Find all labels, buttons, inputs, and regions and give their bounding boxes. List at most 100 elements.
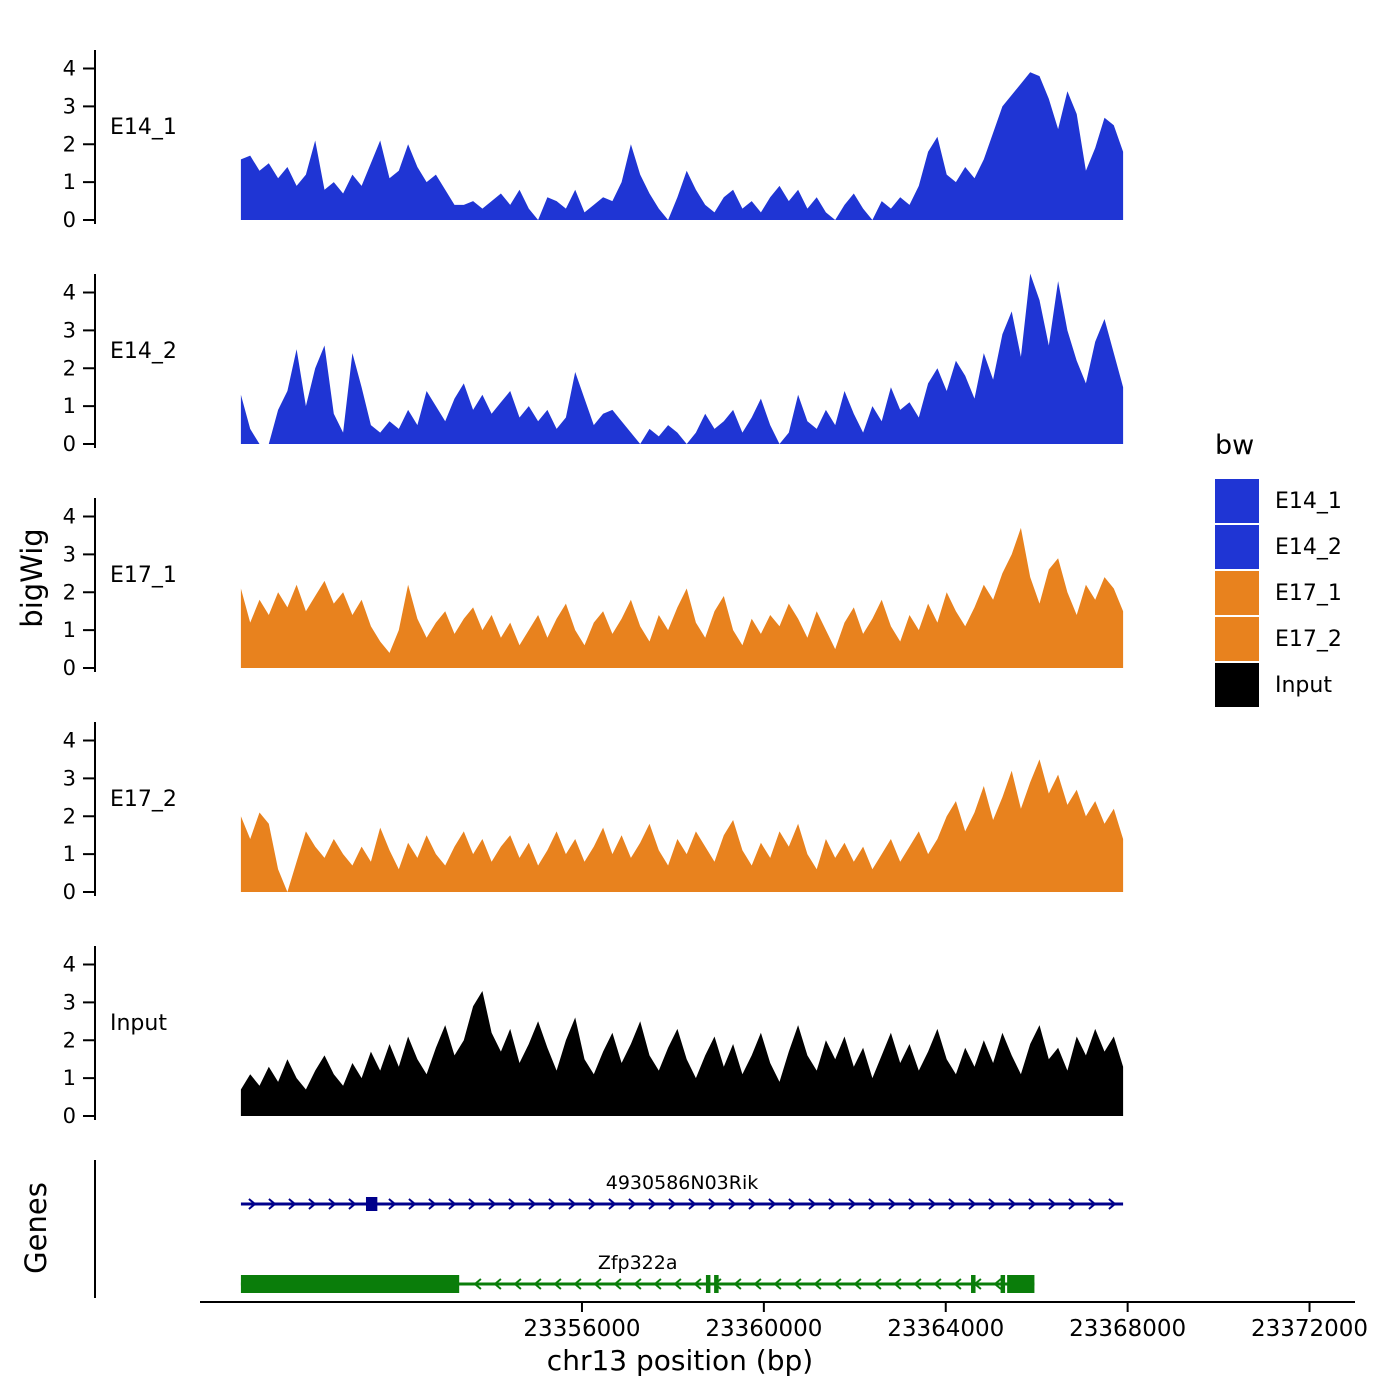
gene-strand-arrow [728, 1198, 737, 1210]
gene-strand-arrow [948, 1198, 957, 1210]
track-panel-Input: 0 1 2 3 4 Input [63, 946, 1124, 1124]
legend-item-label: E14_2 [1275, 534, 1342, 560]
y-axis-tick-label: 3 [63, 542, 76, 566]
gene-strand-arrow [468, 1198, 477, 1210]
legend-item-E17_1: E17_1 [1215, 571, 1342, 615]
gene-label-Zfp322a: Zfp322a [598, 1252, 678, 1274]
x-axis-tick-label: 23368000 [1069, 1316, 1186, 1342]
coverage-area-E14_2 [240, 273, 1124, 444]
x-axis-tick-label: 23356000 [523, 1316, 640, 1342]
track-label: E17_1 [110, 563, 177, 588]
gene-strand-arrow [993, 1278, 1002, 1290]
track-panel-E17_2: 0 1 2 3 4 E17_2 [63, 722, 1124, 900]
y-axis-tick-label: 0 [63, 1104, 76, 1124]
gene-strand-arrow [288, 1198, 297, 1210]
y-axis-tick-label: 4 [63, 729, 76, 753]
gene-strand-arrow [513, 1278, 522, 1290]
legend-item-label: E17_1 [1275, 580, 1342, 606]
y-axis-tick-label: 1 [63, 1066, 76, 1090]
coverage-area-E17_2 [240, 759, 1124, 892]
y-axis-tick-label: 3 [63, 766, 76, 790]
gene-strand-arrow [593, 1278, 602, 1290]
y-axis-tick-label: 1 [63, 170, 76, 194]
gene-strand-arrow [953, 1278, 962, 1290]
gene-strand-arrow [608, 1198, 617, 1210]
gene-exon-box [240, 1275, 460, 1293]
y-axis-tick-label: 0 [63, 432, 76, 452]
x-axis-tick-label: 23372000 [1251, 1316, 1368, 1342]
legend-item-label: E14_1 [1275, 488, 1342, 514]
gene-strand-arrow [668, 1198, 677, 1210]
gene-strand-arrow [248, 1198, 257, 1210]
legend-swatch [1215, 479, 1259, 523]
gene-strand-arrow [773, 1278, 782, 1290]
gene-strand-arrow [348, 1198, 357, 1210]
gene-strand-arrow [848, 1198, 857, 1210]
legend: bw E14_1 E14_2 E17_1 E17_2 Input [1215, 430, 1342, 709]
legend-swatch [1215, 663, 1259, 707]
legend-item-E17_2: E17_2 [1215, 617, 1342, 661]
legend-item-label: E17_2 [1275, 626, 1342, 652]
gene-strand-arrow [793, 1278, 802, 1290]
gene-strand-arrow [833, 1278, 842, 1290]
track-panel-E17_1: 0 1 2 3 4 E17_1 [63, 498, 1124, 676]
y-axis-tick-label: 4 [63, 57, 76, 81]
gene-strand-arrow [813, 1278, 822, 1290]
coverage-area-E17_1 [240, 527, 1124, 668]
y-axis-tick-label: 3 [63, 94, 76, 118]
legend-items: E14_1 E14_2 E17_1 E17_2 Input [1215, 479, 1342, 707]
x-axis-svg: 23356000 23360000 23364000 23368000 23372000 [200, 1301, 1368, 1342]
gene-exon-tick [971, 1275, 976, 1293]
y-axis-tick-label: 1 [63, 842, 76, 866]
gene-strand-arrow [533, 1278, 542, 1290]
gene-strand-arrow [933, 1278, 942, 1290]
gene-strand-arrow [968, 1198, 977, 1210]
gene-strand-arrow [913, 1278, 922, 1290]
gene-strand-arrow [268, 1198, 277, 1210]
gene-exon-tick [714, 1275, 719, 1293]
gene-strand-arrow [613, 1278, 622, 1290]
gene-strand-arrow [673, 1278, 682, 1290]
track-label: E17_2 [110, 787, 177, 812]
coverage-area-Input [240, 991, 1124, 1116]
gene-strand-arrow [888, 1198, 897, 1210]
x-axis-tick-label: 23364000 [887, 1316, 1004, 1342]
gene-strand-arrow [568, 1198, 577, 1210]
gene-strand-arrow [893, 1278, 902, 1290]
gene-strand-arrow [1088, 1198, 1097, 1210]
coverage-area-E14_1 [240, 72, 1124, 220]
gene-strand-arrow [508, 1198, 517, 1210]
track-panel-E14_2: 0 1 2 3 4 E14_2 [63, 273, 1124, 452]
legend-item-E14_1: E14_1 [1215, 479, 1342, 523]
gene-exon-tick [1000, 1275, 1006, 1293]
y-axis-tick-label: 2 [63, 580, 76, 604]
gene-strand-arrow [1028, 1198, 1037, 1210]
track-label: E14_1 [110, 115, 177, 140]
legend-item-Input: Input [1215, 663, 1342, 707]
gene-strand-arrow [928, 1198, 937, 1210]
y-axis-tick-label: 0 [63, 656, 76, 676]
gene-strand-arrow [1108, 1198, 1117, 1210]
gene-strand-arrow [828, 1198, 837, 1210]
gene-strand-arrow [573, 1278, 582, 1290]
gene-strand-arrow [388, 1198, 397, 1210]
gene-strand-arrow [908, 1198, 917, 1210]
gene-exon-tick [705, 1275, 711, 1293]
gene-strand-arrow [628, 1198, 637, 1210]
gene-strand-arrow [1048, 1198, 1057, 1210]
gene-strand-arrow [653, 1278, 662, 1290]
legend-item-E14_2: E14_2 [1215, 525, 1342, 569]
gene-strand-arrow [1008, 1198, 1017, 1210]
legend-swatch [1215, 617, 1259, 661]
gene-strand-arrow [753, 1278, 762, 1290]
y-axis-tick-label: 4 [63, 281, 76, 305]
gene-strand-arrow [733, 1278, 742, 1290]
y-axis-tick-label: 1 [63, 618, 76, 642]
gene-strand-arrow [868, 1198, 877, 1210]
y-axis-tick-label: 3 [63, 318, 76, 342]
gene-strand-arrow [1068, 1198, 1077, 1210]
genes-panel-svg: 4930586N03Rik Zfp322a [94, 1160, 1124, 1298]
gene-strand-arrow [748, 1198, 757, 1210]
y-axis-tick-label: 2 [63, 132, 76, 156]
